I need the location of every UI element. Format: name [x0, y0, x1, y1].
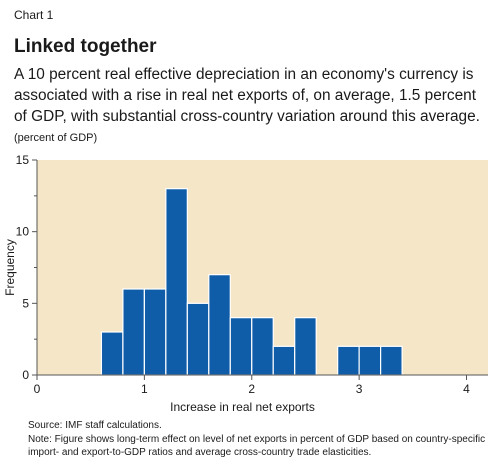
- unit-note: (percent of GDP): [14, 132, 98, 144]
- histogram-bar: [186, 302, 210, 376]
- histogram-bar: [251, 317, 274, 376]
- histogram-bar: [208, 274, 231, 376]
- y-axis-label: Frequency: [3, 239, 17, 296]
- histogram-bar: [122, 288, 145, 376]
- x-ticks-group: 0 1 2 3 4: [34, 375, 470, 396]
- x-tick-label: 0: [34, 382, 41, 396]
- chart-title: Linked together: [14, 36, 157, 57]
- histogram-bar: [272, 345, 296, 376]
- y-tick-label: 15: [16, 153, 30, 167]
- histogram-bar: [294, 317, 317, 376]
- histogram-bar: [100, 331, 124, 376]
- histogram-bar: [229, 317, 253, 376]
- histogram-bar: [358, 345, 382, 376]
- histogram-chart: 0 1 2 3 4 0 5 10 15 Increase in real net export…: [3, 153, 488, 414]
- histogram-bar: [380, 345, 403, 376]
- x-axis-label: Increase in real net exports: [170, 400, 315, 414]
- histogram-bar: [143, 288, 167, 376]
- y-ticks-group: 0 5 10 15: [16, 153, 37, 382]
- y-tick-label: 10: [16, 225, 30, 239]
- y-tick-label: 0: [22, 368, 29, 382]
- histogram-bar: [165, 188, 188, 376]
- source-note: Source: IMF staff calculations.: [28, 420, 162, 431]
- x-tick-label: 3: [356, 382, 363, 396]
- histogram-bar: [337, 345, 360, 376]
- chart-number: Chart 1: [14, 8, 54, 22]
- chart-subtitle: A 10 percent real effective depreciation…: [14, 66, 480, 125]
- footnote: Note: Figure shows long-term effect on l…: [28, 434, 486, 458]
- y-tick-label: 5: [22, 296, 29, 310]
- x-tick-label: 4: [463, 382, 470, 396]
- x-tick-label: 1: [141, 382, 148, 396]
- x-tick-label: 2: [248, 382, 255, 396]
- bars-group: [100, 188, 403, 376]
